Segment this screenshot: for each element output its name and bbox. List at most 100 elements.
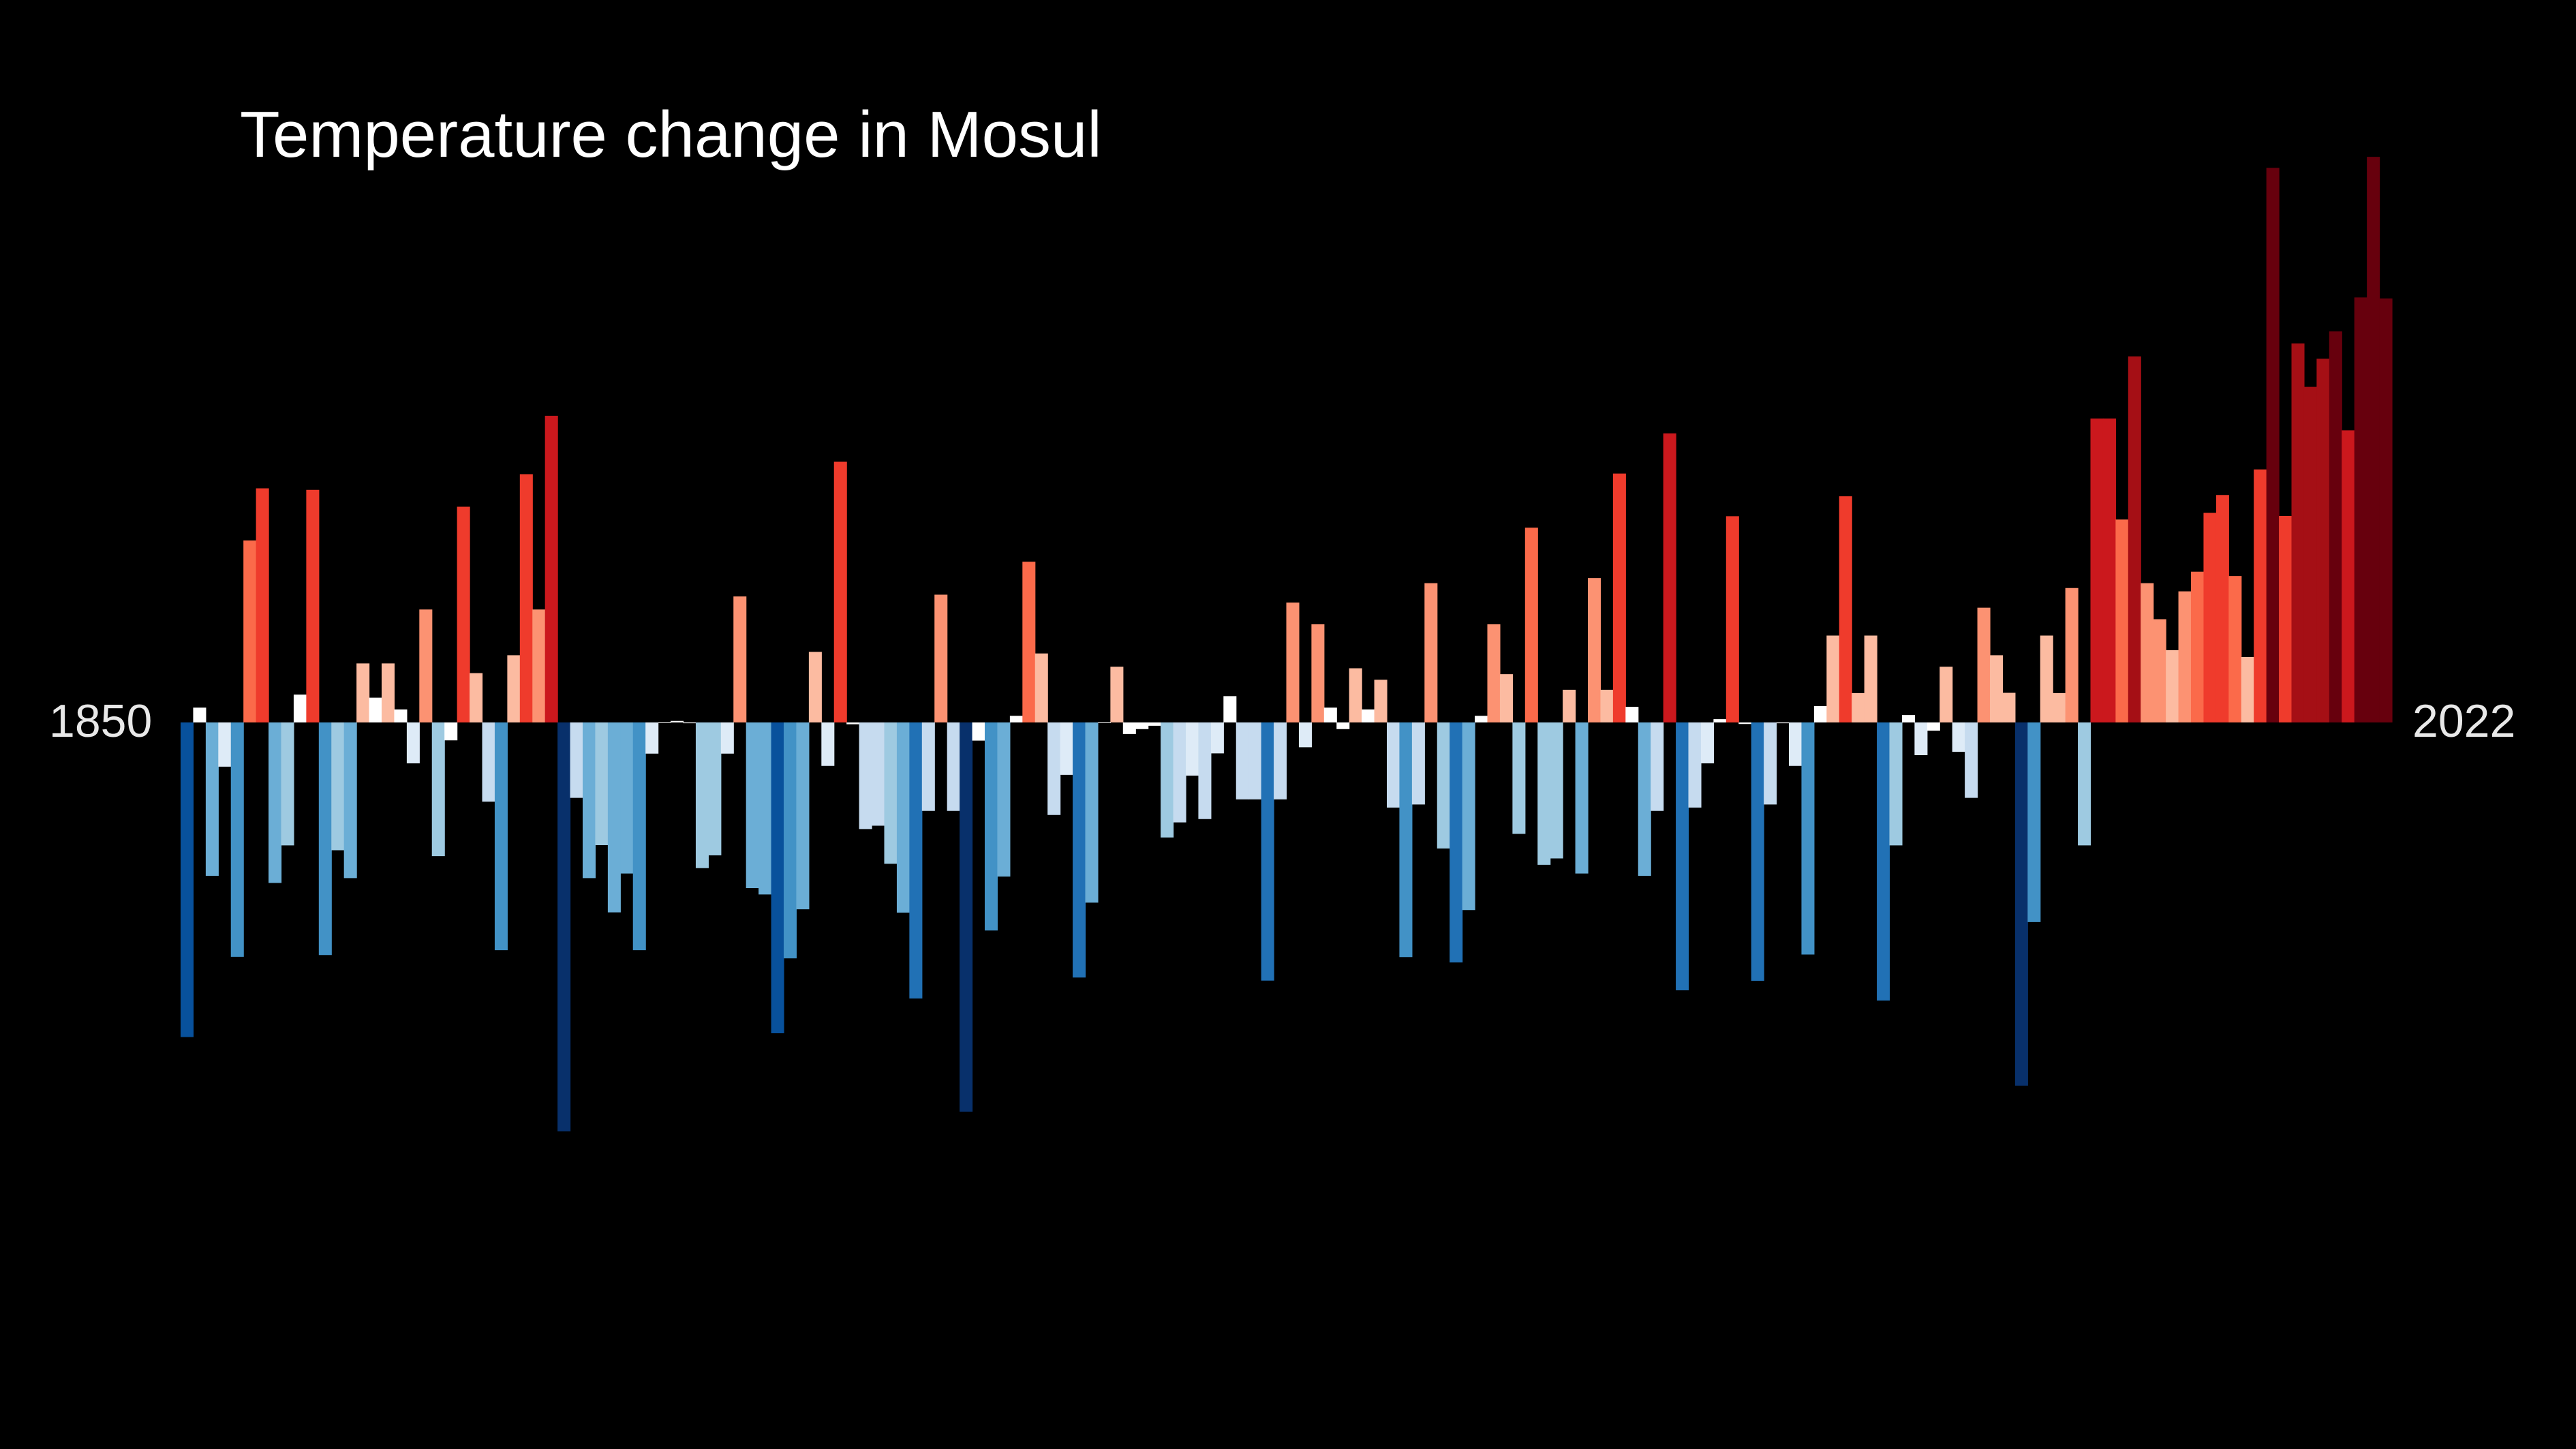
bar-1904	[859, 722, 872, 829]
bar-1942	[1336, 722, 1350, 729]
bar-1955	[1499, 674, 1513, 723]
bar-1870	[431, 722, 445, 857]
bar-1973	[1726, 516, 1739, 723]
bar-1911	[947, 722, 960, 811]
bar-1999	[2053, 692, 2066, 723]
bar-1915	[997, 722, 1011, 877]
bar-1978	[1789, 722, 1803, 766]
bar-1905	[872, 722, 885, 826]
bar-1963	[1600, 690, 1614, 722]
bar-1991	[1952, 722, 1965, 752]
bar-1862	[331, 722, 345, 851]
bar-1924	[1110, 667, 1124, 722]
bar-1961	[1575, 722, 1589, 874]
bar-1981	[1826, 635, 1840, 722]
bar-1896	[758, 722, 772, 895]
bar-1926	[1135, 722, 1149, 729]
bar-1908	[909, 722, 923, 998]
bar-1895	[746, 722, 759, 888]
bar-1913	[972, 722, 985, 741]
bar-2013	[2228, 576, 2242, 722]
bar-1863	[343, 722, 357, 879]
bar-1920	[1060, 722, 1073, 775]
bar-1969	[1676, 722, 1689, 990]
bar-1980	[1813, 706, 1827, 722]
bar-1914	[985, 722, 998, 931]
bar-1907	[896, 722, 910, 913]
bar-1930	[1186, 722, 1199, 776]
bar-1970	[1688, 722, 1702, 808]
bar-1922	[1085, 722, 1099, 903]
bar-1948	[1411, 722, 1425, 805]
bar-2022	[2342, 430, 2355, 723]
bar-1965	[1625, 707, 1639, 723]
bar-1964	[1612, 473, 1626, 722]
bar-1985	[1877, 722, 1890, 1001]
bar-1901	[821, 722, 835, 766]
bar-2010	[2191, 571, 2205, 722]
bar-1982	[1839, 496, 1852, 723]
bar-1912	[960, 722, 973, 1112]
bar-1898	[784, 722, 797, 959]
bar-1891	[695, 722, 709, 868]
bar-2015	[2254, 469, 2267, 722]
bar-2006	[2141, 583, 2154, 723]
bar-1855	[243, 540, 257, 722]
bar-1871	[444, 722, 458, 741]
bar-1857	[269, 722, 282, 883]
bar-1957	[1524, 528, 1538, 722]
bar-1897	[771, 722, 784, 1033]
bar-1917	[1022, 562, 1036, 723]
bar-1933	[1223, 696, 1237, 723]
bar-1954	[1487, 624, 1501, 722]
bar-1950	[1437, 722, 1450, 849]
bar-1852	[205, 722, 219, 876]
bar-2024	[2367, 157, 2380, 723]
bar-1971	[1700, 722, 1714, 763]
bar-1919	[1047, 722, 1061, 815]
bar-1877	[519, 474, 533, 723]
bar-1956	[1512, 722, 1526, 834]
bar-1888	[658, 722, 671, 723]
bar-2017	[2279, 516, 2293, 722]
bar-1868	[406, 722, 420, 763]
bar-1861	[318, 722, 332, 956]
bar-2023	[2354, 297, 2367, 723]
bar-1864	[356, 663, 370, 723]
bar-1941	[1323, 707, 1337, 722]
bar-1988	[1914, 722, 1928, 755]
chart-title: Temperature change in Mosul	[240, 98, 1102, 171]
bar-1959	[1550, 722, 1563, 859]
bar-1875	[494, 722, 508, 951]
bar-1889	[671, 720, 684, 722]
bar-1932	[1210, 722, 1224, 754]
bar-1860	[306, 489, 320, 722]
bar-1939	[1298, 722, 1312, 748]
bar-1940	[1311, 624, 1325, 722]
bar-1937	[1274, 722, 1287, 799]
bar-1867	[394, 709, 408, 723]
bar-1884	[607, 722, 621, 913]
bar-1951	[1450, 722, 1463, 963]
bar-2007	[2153, 619, 2166, 722]
bar-2009	[2178, 591, 2192, 723]
bar-2021	[2329, 331, 2342, 722]
bar-1934	[1236, 722, 1249, 799]
bar-1866	[382, 663, 395, 723]
bar-1880	[557, 722, 571, 1131]
bar-1979	[1801, 722, 1815, 955]
bar-1993	[1977, 607, 1991, 723]
bar-1947	[1399, 722, 1413, 958]
bar-1872	[457, 506, 470, 722]
bar-1949	[1424, 583, 1438, 723]
bar-1990	[1939, 667, 1953, 722]
bar-2012	[2215, 495, 2229, 722]
bar-1876	[507, 655, 521, 723]
bar-1925	[1122, 722, 1136, 734]
bar-1958	[1537, 722, 1551, 865]
bar-1966	[1638, 722, 1651, 876]
bar-1856	[256, 488, 269, 722]
bar-2000	[2065, 588, 2079, 722]
bar-1906	[884, 722, 898, 864]
